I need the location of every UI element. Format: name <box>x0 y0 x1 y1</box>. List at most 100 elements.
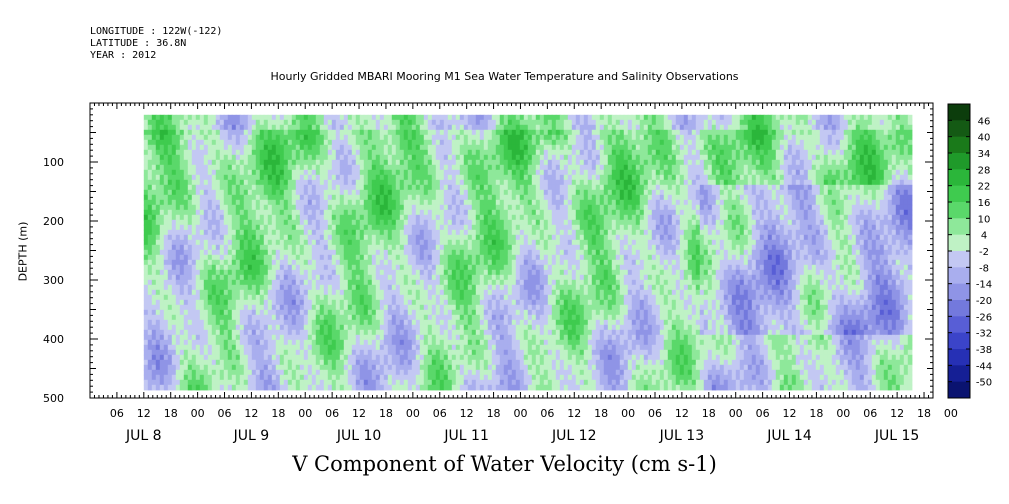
heatmap-cell <box>343 144 349 151</box>
heatmap-cell <box>299 329 305 336</box>
heatmap-cell <box>327 129 333 136</box>
heatmap-cell <box>387 229 393 236</box>
heatmap-cell <box>191 289 197 296</box>
heatmap-cell <box>427 234 433 241</box>
heatmap-cell <box>263 379 269 386</box>
heatmap-cell <box>275 174 281 181</box>
heatmap-cell <box>307 194 313 201</box>
heatmap-cell <box>383 124 389 131</box>
heatmap-cell <box>247 189 253 196</box>
heatmap-cell <box>299 144 305 151</box>
heatmap-cell <box>147 244 153 251</box>
heatmap-cell <box>351 129 357 136</box>
heatmap-cell <box>411 364 417 371</box>
heatmap-cell <box>387 169 393 176</box>
heatmap-cell <box>163 139 169 146</box>
heatmap-cell <box>203 129 209 136</box>
heatmap-cell <box>339 314 345 321</box>
heatmap-cell <box>467 269 473 276</box>
heatmap-cell <box>207 334 213 341</box>
heatmap-cell <box>403 169 409 176</box>
heatmap-cell <box>423 284 429 291</box>
heatmap-cell <box>307 234 313 241</box>
heatmap-cell <box>191 219 197 226</box>
heatmap-cell <box>447 124 453 131</box>
heatmap-cell <box>439 244 445 251</box>
heatmap-cell <box>359 169 365 176</box>
heatmap-cell <box>411 219 417 226</box>
heatmap-cell <box>239 239 245 246</box>
heatmap-cell <box>263 279 269 286</box>
heatmap-cell <box>195 309 201 316</box>
heatmap-cell <box>351 294 357 301</box>
heatmap-cell <box>423 279 429 286</box>
heatmap-cell <box>343 339 349 346</box>
heatmap-cell <box>247 254 253 261</box>
heatmap-cell <box>395 314 401 321</box>
heatmap-cell <box>195 274 201 281</box>
heatmap-cell <box>455 369 461 376</box>
heatmap-cell <box>379 224 385 231</box>
heatmap-cell <box>363 269 369 276</box>
heatmap-cell <box>259 314 265 321</box>
heatmap-cell <box>351 364 357 371</box>
heatmap-cell <box>335 319 341 326</box>
heatmap-cell <box>195 284 201 291</box>
heatmap-cell <box>311 114 317 121</box>
heatmap-cell <box>251 359 257 366</box>
heatmap-cell <box>339 164 345 171</box>
heatmap-cell <box>487 219 493 226</box>
heatmap-cell <box>255 269 261 276</box>
heatmap-cell <box>187 304 193 311</box>
heatmap-cell <box>263 334 269 341</box>
heatmap-cell <box>275 129 281 136</box>
heatmap-cell <box>423 299 429 306</box>
heatmap-cell <box>191 354 197 361</box>
heatmap-cell <box>363 309 369 316</box>
heatmap-cell <box>391 274 397 281</box>
heatmap-cell <box>203 249 209 256</box>
heatmap-cell <box>247 329 253 336</box>
heatmap-cell <box>387 129 393 136</box>
heatmap-cell <box>439 209 445 216</box>
heatmap-cell <box>275 179 281 186</box>
heatmap-cell <box>335 134 341 141</box>
heatmap-cell <box>487 124 493 131</box>
heatmap-cell <box>495 234 501 241</box>
heatmap-cell <box>423 334 429 341</box>
heatmap-cell <box>435 134 441 141</box>
heatmap-cell <box>259 179 265 186</box>
heatmap-cell <box>163 189 169 196</box>
heatmap-cell <box>167 249 173 256</box>
heatmap-cell <box>159 289 165 296</box>
heatmap-cell <box>199 359 205 366</box>
heatmap-cell <box>239 329 245 336</box>
heatmap-cell <box>311 284 317 291</box>
heatmap-cell <box>483 149 489 156</box>
heatmap-cell <box>399 374 405 381</box>
heatmap-cell <box>455 129 461 136</box>
heatmap-cell <box>499 179 505 186</box>
heatmap-cell <box>427 214 433 221</box>
heatmap-cell <box>391 254 397 261</box>
heatmap-cell <box>195 219 201 226</box>
heatmap-cell <box>451 214 457 221</box>
heatmap-cell <box>143 239 149 246</box>
heatmap-cell <box>355 349 361 356</box>
heatmap-cell <box>147 374 153 381</box>
heatmap-cell <box>291 189 297 196</box>
heatmap-cell <box>375 259 381 266</box>
heatmap-cell <box>479 244 485 251</box>
heatmap-cell <box>339 354 345 361</box>
heatmap-cell <box>239 259 245 266</box>
heatmap-cell <box>143 124 149 131</box>
heatmap-cell <box>227 134 233 141</box>
heatmap-cell <box>195 159 201 166</box>
heatmap-cell <box>179 224 185 231</box>
heatmap-cell <box>443 304 449 311</box>
heatmap-cell <box>171 214 177 221</box>
heatmap-cell <box>491 284 497 291</box>
heatmap-cell <box>375 309 381 316</box>
heatmap-cell <box>399 244 405 251</box>
heatmap-cell <box>371 124 377 131</box>
